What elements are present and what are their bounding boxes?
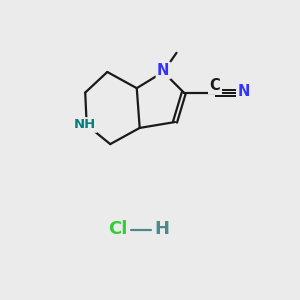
Text: NH: NH	[74, 118, 96, 131]
Text: Cl: Cl	[108, 220, 127, 238]
Text: N: N	[157, 63, 170, 78]
Text: N: N	[237, 84, 250, 99]
Text: H: H	[154, 220, 169, 238]
Text: C: C	[209, 78, 220, 93]
